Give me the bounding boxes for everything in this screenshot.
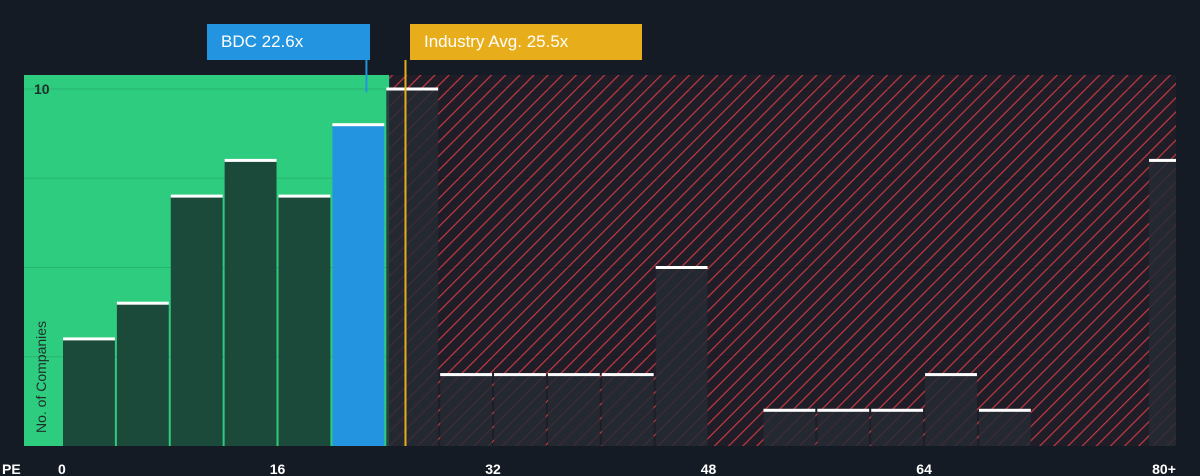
industry-average-callout: Industry Avg. 25.5x	[410, 24, 642, 60]
company-pe-callout: BDC 22.6x	[207, 24, 370, 60]
bar-above	[494, 374, 546, 446]
bar-cap	[763, 408, 816, 412]
x-tick-label: 48	[701, 461, 717, 476]
bar-cap	[978, 408, 1031, 412]
y-axis-label: No. of Companies	[33, 321, 49, 433]
bar-above	[386, 89, 439, 446]
bar-cap	[871, 408, 924, 412]
bar-cap	[547, 373, 600, 377]
y-tick-label: 10	[34, 81, 50, 97]
x-axis-label: PE	[2, 461, 21, 476]
bar-cap	[655, 266, 708, 269]
bar-above	[1149, 160, 1176, 446]
bar-cap	[817, 408, 870, 412]
x-tick-label: 0	[58, 461, 66, 476]
x-tick-label: 80+	[1152, 461, 1176, 476]
bar-above	[655, 267, 708, 446]
x-tick-label: 64	[916, 461, 932, 476]
bar-below	[170, 196, 223, 446]
bar-above	[440, 374, 493, 446]
bar-above	[817, 410, 870, 446]
bar-cap	[170, 194, 223, 198]
bar-cap	[224, 158, 277, 162]
bar-cap	[332, 123, 385, 127]
bar-below	[278, 196, 331, 446]
bar-cap	[278, 194, 331, 198]
bar-below	[63, 338, 115, 446]
x-tick-labels: 0 16 32 48 64 80+	[58, 461, 1176, 476]
bar-above	[763, 410, 816, 446]
bar-below	[224, 160, 277, 446]
bar-cap	[116, 301, 169, 305]
bar-cap	[1149, 158, 1176, 162]
bar-above	[601, 374, 654, 446]
bar-cap	[925, 373, 977, 377]
bar-cap	[386, 87, 439, 91]
bar-above	[925, 374, 977, 446]
bar-cap	[494, 373, 546, 377]
bar-above	[871, 410, 924, 446]
bar-cap	[63, 337, 115, 341]
bar-above	[978, 410, 1031, 446]
bar-below	[116, 303, 169, 446]
bar-above	[547, 374, 600, 446]
bar-cap	[440, 373, 493, 377]
x-tick-label: 16	[270, 461, 286, 476]
bar-company	[332, 124, 385, 446]
bar-cap	[601, 373, 654, 377]
bars-group	[63, 87, 1176, 446]
x-tick-label: 32	[485, 461, 501, 476]
y-tick-labels: 10	[34, 81, 50, 97]
